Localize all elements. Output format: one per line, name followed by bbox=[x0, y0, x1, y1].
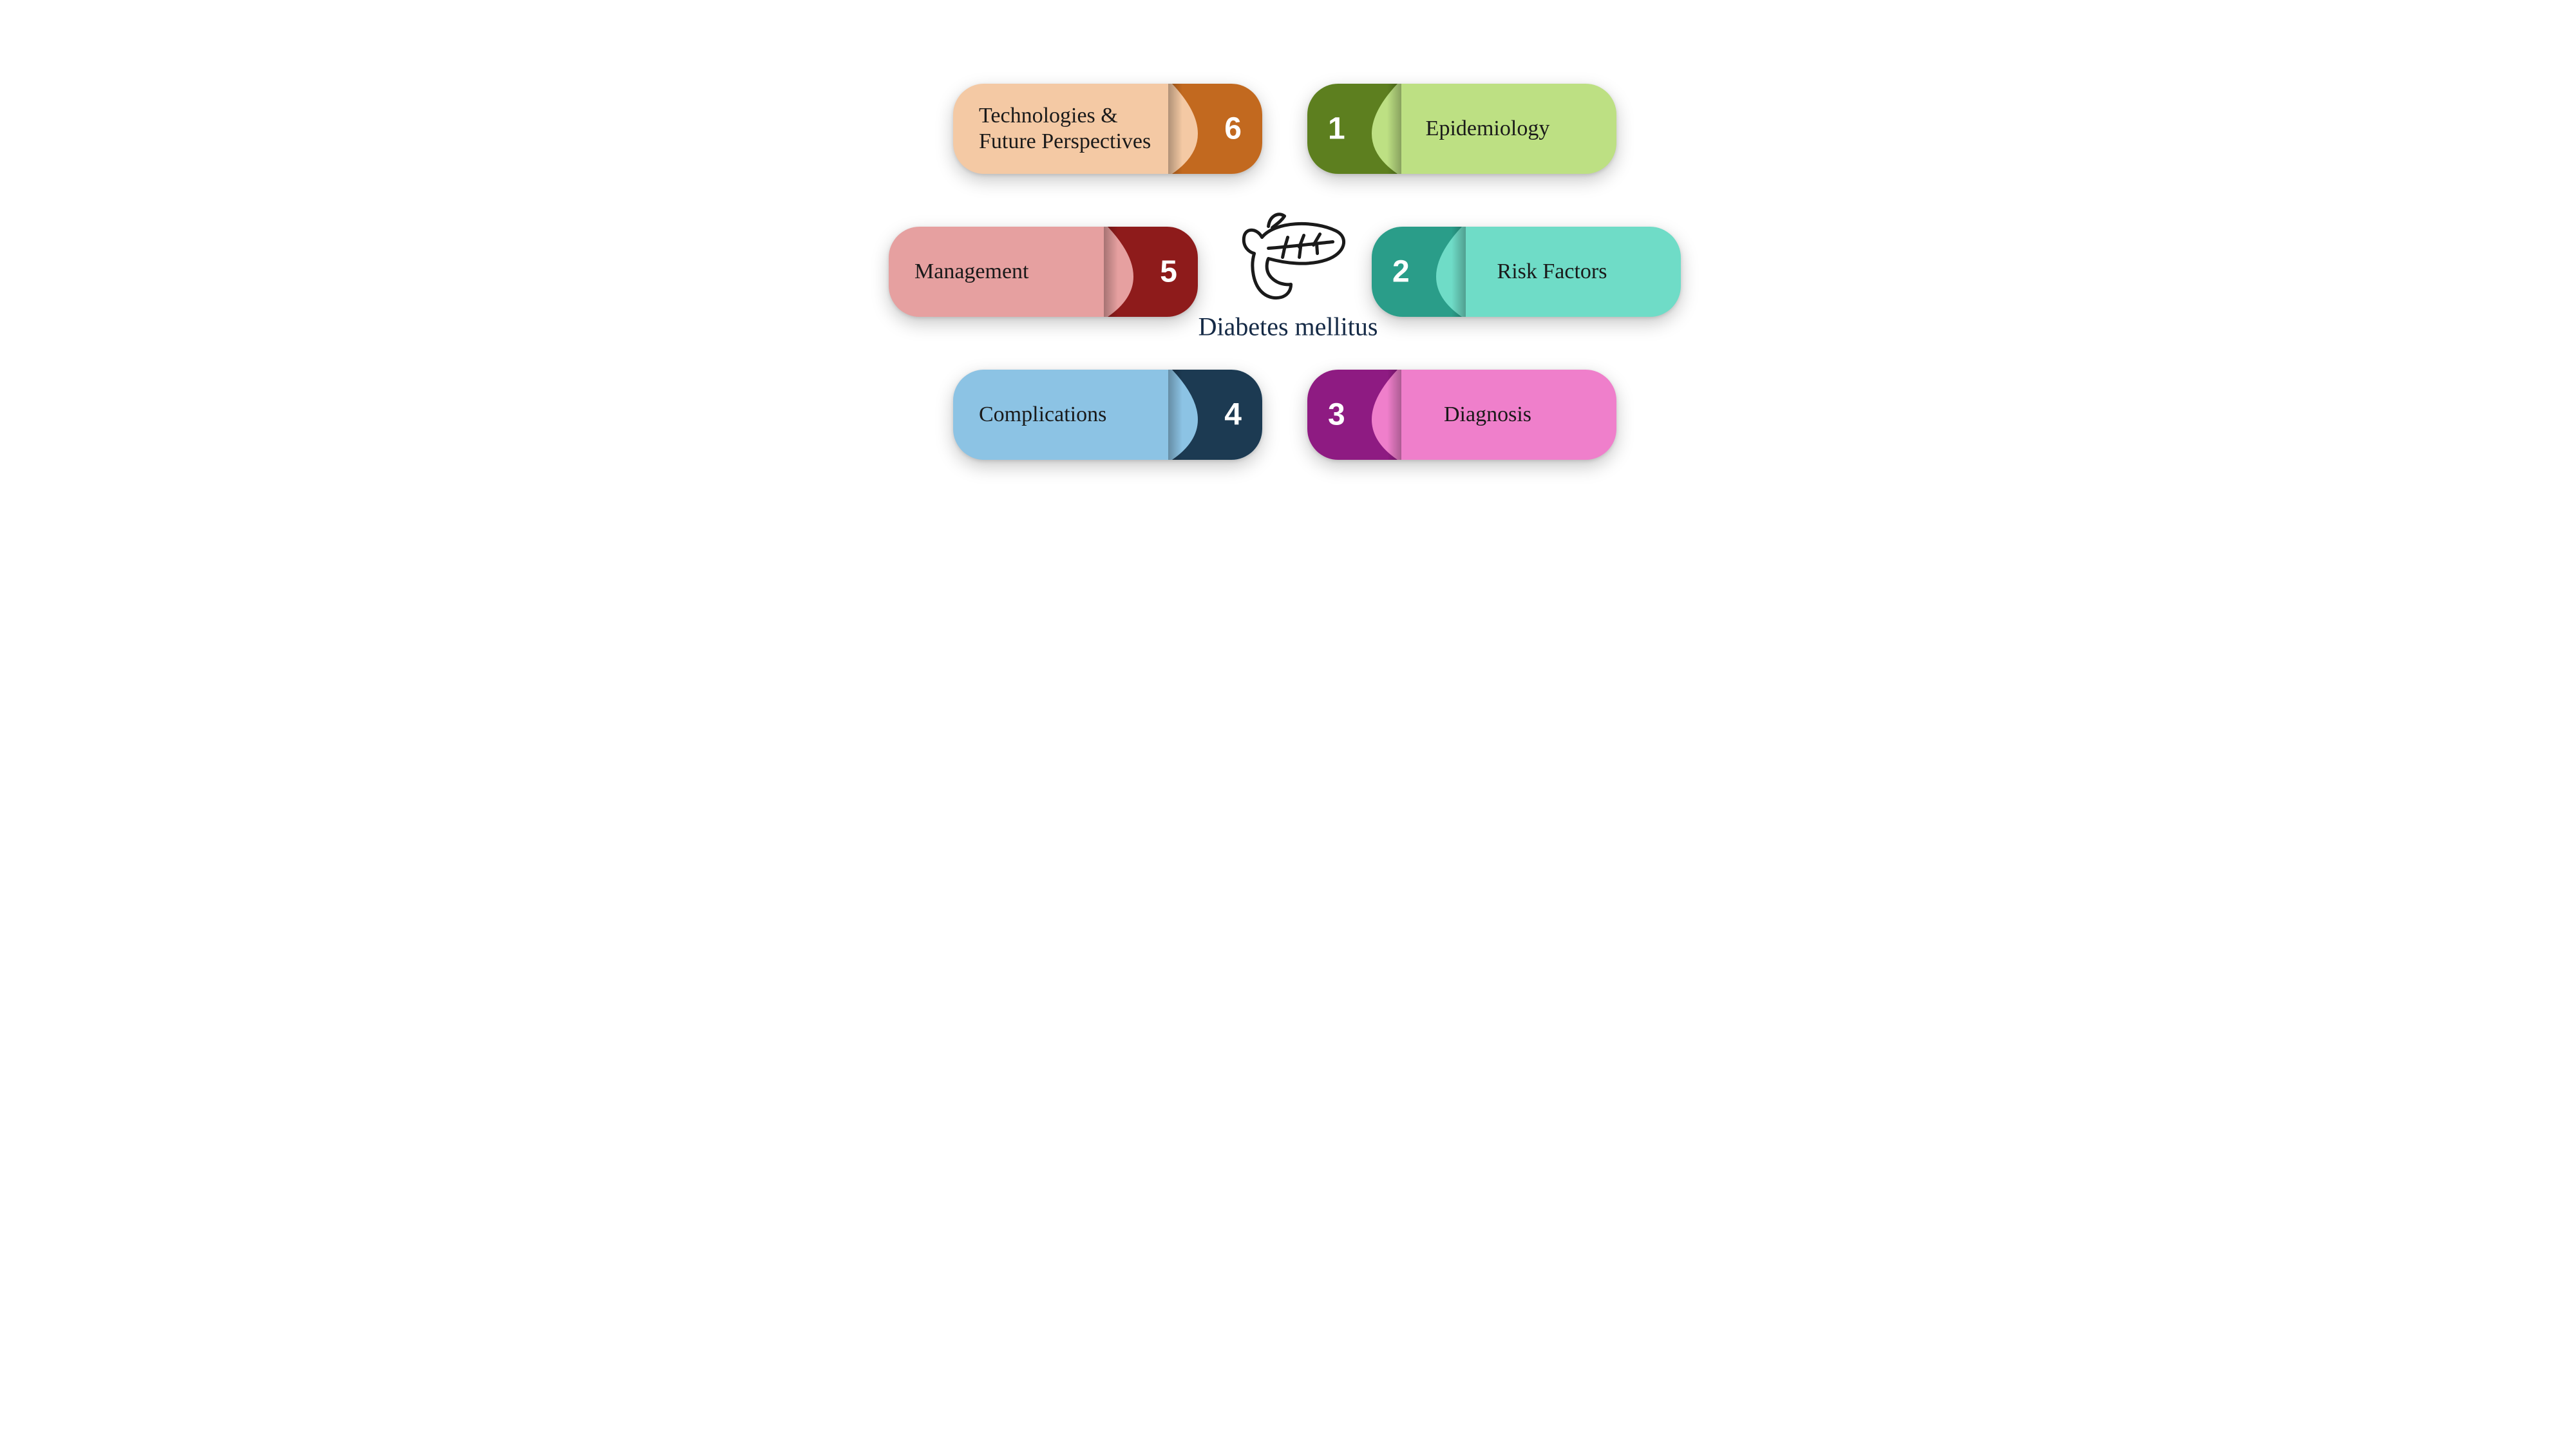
card-label: Risk Factors bbox=[1449, 259, 1655, 285]
infographic-stage: Diabetes mellitus Epidemiology 1 Risk Fact… bbox=[805, 0, 1771, 544]
center-block: Diabetes mellitus bbox=[1198, 202, 1378, 342]
card-number-leaf: 6 bbox=[1172, 84, 1262, 174]
card-number-leaf: 5 bbox=[1108, 227, 1198, 317]
card-label: Complications bbox=[979, 402, 1106, 428]
card-complications: Complications 4 bbox=[953, 370, 1262, 460]
card-number: 1 bbox=[1328, 111, 1345, 147]
card-epidemiology: Epidemiology 1 bbox=[1307, 84, 1616, 174]
card-management: Management 5 bbox=[889, 227, 1198, 317]
card-number-leaf: 1 bbox=[1307, 84, 1397, 174]
center-title: Diabetes mellitus bbox=[1198, 312, 1378, 342]
card-risk-factors: Risk Factors 2 bbox=[1372, 227, 1681, 317]
card-label: Epidemiology bbox=[1385, 116, 1591, 142]
card-number-leaf: 4 bbox=[1172, 370, 1262, 460]
card-number: 2 bbox=[1392, 254, 1410, 290]
card-technologies: Technologies & Future Perspectives 6 bbox=[953, 84, 1262, 174]
card-number-leaf: 2 bbox=[1372, 227, 1462, 317]
card-number: 4 bbox=[1224, 397, 1242, 433]
card-label: Management bbox=[914, 259, 1029, 285]
card-label: Diagnosis bbox=[1385, 402, 1591, 428]
pancreas-icon bbox=[1224, 202, 1352, 305]
card-number-leaf: 3 bbox=[1307, 370, 1397, 460]
card-number: 5 bbox=[1160, 254, 1177, 290]
card-number: 3 bbox=[1328, 397, 1345, 433]
card-number: 6 bbox=[1224, 111, 1242, 147]
card-diagnosis: Diagnosis 3 bbox=[1307, 370, 1616, 460]
card-label: Technologies & Future Perspectives bbox=[979, 103, 1151, 155]
